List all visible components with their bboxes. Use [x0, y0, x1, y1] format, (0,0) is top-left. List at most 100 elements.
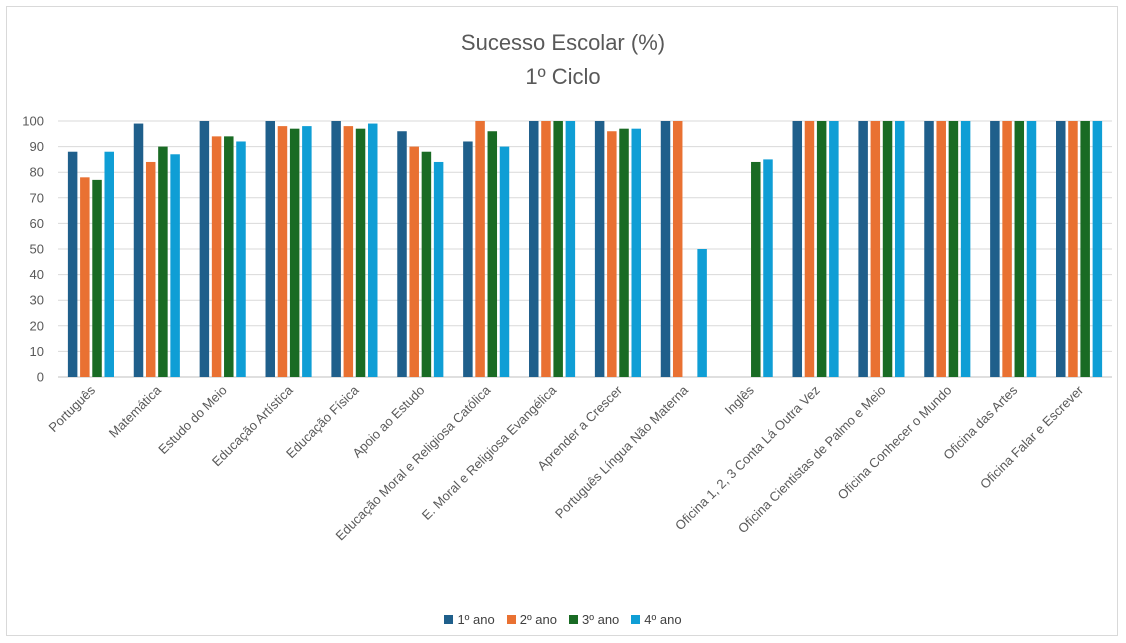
legend-swatch — [506, 615, 516, 624]
bar — [1014, 121, 1025, 377]
x-tick-label: Estudo do Meio — [155, 383, 229, 457]
bar — [421, 151, 432, 377]
gridlines — [58, 120, 1112, 378]
bar — [145, 161, 156, 377]
bar — [331, 121, 341, 377]
chart-title: Sucesso Escolar (%) — [460, 30, 666, 55]
bar — [948, 121, 959, 377]
bar — [672, 121, 683, 377]
bar — [1068, 121, 1078, 377]
bar — [1056, 121, 1066, 377]
bar — [343, 126, 354, 378]
x-tick-label: Oficina Cientistas de Palmo e Meio — [735, 383, 889, 537]
bar — [158, 146, 168, 377]
bar — [936, 121, 946, 377]
bar — [1026, 121, 1037, 377]
x-tick-label: E. Moral e Religiosa Evangélica — [419, 382, 560, 523]
bar — [804, 121, 815, 377]
legend-label: 1º ano — [457, 612, 495, 627]
y-axis: 0 10 20 30 40 50 60 70 80 90 100 — [22, 114, 44, 385]
bar — [67, 151, 78, 377]
bar — [529, 121, 539, 377]
bar — [92, 179, 102, 377]
bar — [660, 121, 671, 377]
y-tick-label: 0 — [37, 370, 44, 385]
legend-swatch — [569, 615, 578, 624]
bar — [236, 141, 246, 377]
x-tick-label: Português — [46, 382, 99, 435]
bar — [277, 126, 288, 378]
bar — [211, 136, 222, 377]
bar — [475, 121, 485, 377]
bar — [487, 131, 498, 377]
y-tick-label: 30 — [30, 293, 44, 308]
bar — [289, 128, 300, 377]
bar — [199, 121, 210, 377]
bar — [80, 177, 90, 377]
y-tick-label: 10 — [30, 344, 44, 359]
bar — [367, 123, 378, 377]
bar — [816, 121, 827, 377]
x-tick-label: Oficina 1, 2, 3 Conta Lá Outra Vez — [672, 383, 823, 534]
bar — [355, 128, 366, 377]
bar — [882, 121, 893, 377]
y-tick-label: 70 — [30, 190, 44, 205]
legend: 1º ano 2º ano 3º ano 4º ano — [0, 612, 1126, 627]
x-tick-label: Inglês — [722, 382, 757, 417]
bar — [829, 121, 839, 377]
legend-label: 2º ano — [519, 612, 557, 627]
bar — [792, 121, 803, 377]
legend-item: 3º ano — [569, 612, 619, 627]
bar — [397, 131, 407, 377]
bar — [565, 121, 576, 377]
bar — [170, 154, 180, 377]
bar — [894, 121, 905, 377]
y-tick-label: 90 — [30, 139, 44, 154]
bar — [433, 161, 444, 377]
bar — [607, 131, 617, 377]
bar — [619, 128, 629, 377]
x-tick-label: Matemática — [106, 382, 165, 441]
bar — [960, 121, 971, 377]
y-tick-label: 100 — [22, 114, 44, 129]
bar — [553, 121, 563, 377]
legend-item: 1º ano — [444, 612, 495, 627]
bar — [751, 161, 761, 377]
bar — [1092, 121, 1103, 377]
bar — [697, 249, 707, 377]
legend-label: 4º ano — [644, 612, 682, 627]
bar — [924, 121, 934, 377]
bar — [763, 159, 773, 377]
bars — [67, 121, 1103, 378]
bar — [224, 136, 234, 377]
bar — [870, 121, 881, 377]
bar — [302, 126, 312, 378]
bar — [858, 121, 868, 377]
x-tick-label: Oficina Conhecer o Mundo — [834, 383, 954, 503]
bar — [631, 128, 641, 377]
bar — [1080, 121, 1090, 377]
legend-label: 3º ano — [582, 612, 620, 627]
x-tick-label: Português Língua Não Materna — [552, 382, 691, 521]
bar — [104, 151, 114, 377]
bar — [594, 121, 605, 377]
bar — [1002, 121, 1012, 377]
y-tick-label: 20 — [30, 318, 44, 333]
bar — [265, 121, 276, 377]
y-tick-label: 60 — [30, 216, 44, 231]
bar — [541, 121, 551, 377]
bar — [133, 123, 144, 377]
bar — [463, 141, 473, 377]
bar — [409, 146, 419, 377]
legend-item: 2º ano — [506, 612, 557, 627]
y-tick-label: 50 — [30, 242, 44, 257]
legend-swatch — [444, 615, 454, 624]
y-tick-label: 40 — [30, 267, 44, 282]
legend-item: 4º ano — [631, 612, 682, 627]
legend-swatch — [631, 615, 641, 624]
chart-subtitle: 1º Ciclo — [525, 64, 601, 89]
bar — [499, 146, 510, 377]
y-tick-label: 80 — [30, 165, 44, 180]
